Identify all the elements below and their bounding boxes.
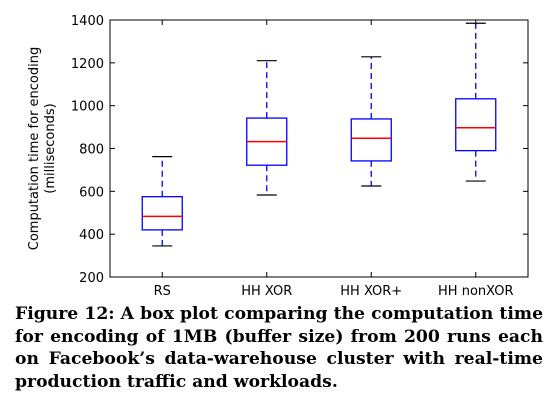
interquartile-box: [350, 118, 392, 162]
y-tick-label: 1000: [71, 100, 104, 115]
y-tick-label: 200: [79, 271, 104, 286]
box-plot-figure: Computation time for encoding (millisecon…: [27, 14, 529, 299]
y-tick-label: 400: [79, 228, 104, 243]
y-tick-label: 1200: [71, 57, 104, 72]
y-tick-label: 1400: [71, 14, 104, 29]
axis-ticks: 200 400 600 800 1000 1200 1400 RS HH XOR HH XOR+ H…: [71, 14, 528, 299]
box-rs: [141, 156, 183, 247]
x-tick-label: RS: [154, 284, 171, 299]
interquartile-box: [455, 98, 497, 152]
caption-label: Figure 12:: [15, 304, 115, 324]
caption-text: A box plot comparing the computation tim…: [15, 304, 543, 392]
box-hh-xor: [246, 60, 288, 196]
boxes: [141, 22, 497, 247]
y-axis-label-line: (milliseconds): [43, 103, 58, 193]
figure-caption: Figure 12: A box plot comparing the compu…: [15, 303, 543, 393]
x-tick-label: HH nonXOR: [438, 284, 513, 299]
box-plot-chart: Computation time for encoding (millisecon…: [27, 14, 529, 299]
interquartile-box: [141, 196, 183, 231]
plot-area-frame: [109, 19, 529, 278]
y-tick-label: 800: [79, 143, 104, 158]
x-tick-label: HH XOR+: [340, 284, 402, 299]
y-axis-label-line: Computation time for encoding: [27, 47, 42, 251]
box-hh-nonxor: [455, 22, 497, 182]
y-axis-label: Computation time for encoding (millisecon…: [27, 47, 58, 251]
box-hh-xor-: [350, 56, 392, 187]
x-tick-label: HH XOR: [241, 284, 292, 299]
y-tick-label: 600: [79, 185, 104, 200]
